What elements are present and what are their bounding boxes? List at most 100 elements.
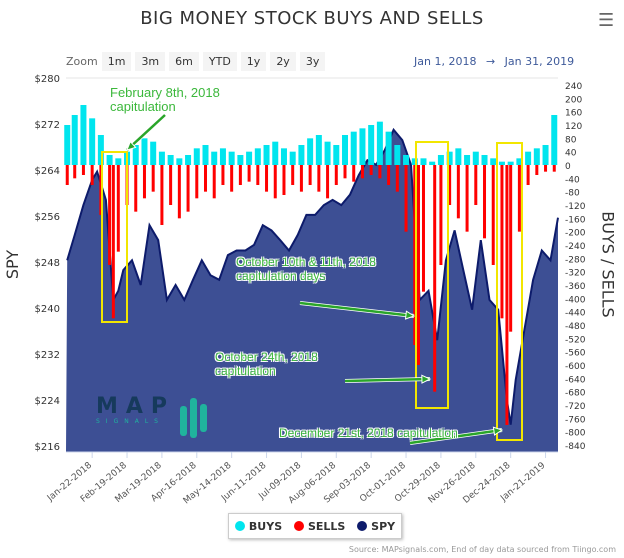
sell-bar (90, 165, 94, 185)
zoom-1m-button[interactable]: 1m (101, 52, 132, 71)
buy-bar (115, 158, 122, 165)
buy-bar (307, 138, 314, 165)
buy-bar (455, 148, 462, 165)
buy-bar (298, 145, 305, 165)
sell-bar (360, 165, 364, 179)
sell-bar (491, 165, 495, 265)
buy-bar (272, 141, 279, 165)
y-right-tick-label: -680 (565, 389, 586, 399)
hamburger-icon[interactable]: ☰ (598, 10, 615, 31)
buy-bar (385, 131, 392, 165)
sell-bar (73, 165, 77, 179)
y-right-tick-label: -40 (565, 175, 580, 185)
buy-bar (132, 145, 139, 165)
y-right-tick-label: -760 (565, 415, 586, 425)
buy-bar (464, 155, 471, 165)
y-right-tick-label: 240 (565, 82, 582, 92)
buy-bar (350, 131, 357, 165)
buy-bar (211, 151, 218, 165)
sell-bar (65, 165, 69, 185)
arrow-line (409, 428, 503, 445)
sell-bar (111, 165, 115, 319)
range-to[interactable]: Jan 31, 2019 (504, 55, 575, 68)
legend-item-buys[interactable]: BUYS (234, 520, 282, 533)
y-left-tick-label: $272 (35, 120, 60, 131)
buy-bar (237, 155, 244, 165)
sell-bar (108, 165, 112, 265)
buy-bar (342, 135, 349, 165)
buy-bar (141, 138, 148, 165)
spy-dot-icon (357, 521, 368, 531)
y-left-tick-label: $240 (35, 304, 60, 315)
sell-bar (81, 165, 85, 175)
buy-bar (368, 125, 375, 165)
chart-title: BIG MONEY STOCK BUYS AND SELLS (140, 8, 484, 29)
buy-bar (167, 155, 174, 165)
sell-bar (395, 165, 399, 192)
y-right-tick-label: -720 (565, 402, 586, 412)
buy-bar (324, 141, 331, 165)
legend-label: SPY (371, 519, 396, 533)
annotation-oct24: October 24th, 2018 capitulation (215, 350, 318, 378)
sell-bar (439, 165, 443, 265)
sell-bar (204, 165, 208, 192)
y-axis-right-title: BUYS / SELLS (598, 211, 618, 318)
sell-bar (404, 165, 408, 232)
sell-bar (247, 165, 251, 182)
buy-bar (376, 121, 383, 165)
sell-bar (299, 165, 303, 192)
buy-bar (446, 151, 453, 165)
sell-bar (416, 165, 420, 365)
buy-bar (228, 151, 235, 165)
arrow-line (299, 301, 415, 318)
y-right-tick-label: -200 (565, 229, 586, 239)
sell-bar (465, 165, 469, 232)
sell-bar (256, 165, 260, 185)
zoom-1y-button[interactable]: 1y (240, 52, 267, 71)
buy-bar (263, 145, 270, 165)
sell-bar (169, 165, 173, 205)
zoom-bar: Zoom 1m 3m 6m YTD 1y 2y 3y (66, 52, 326, 71)
y-right-tick-label: -480 (565, 322, 586, 332)
buys-dot-icon (234, 521, 245, 531)
sells-dot-icon (293, 521, 304, 531)
zoom-3m-button[interactable]: 3m (135, 52, 166, 71)
sell-bar (326, 165, 330, 199)
arrow-head-icon (404, 310, 416, 320)
legend-item-spy[interactable]: SPY (357, 520, 395, 533)
buy-bar (158, 151, 165, 165)
zoom-3y-button[interactable]: 3y (299, 52, 326, 71)
buy-bar (89, 118, 96, 165)
buy-bar (542, 145, 549, 165)
range-from[interactable]: Jan 1, 2018 (414, 55, 477, 68)
y-left-tick-label: $264 (35, 166, 60, 177)
buy-bar (359, 128, 366, 165)
y-right-tick-label: -240 (565, 242, 586, 252)
sell-bar (134, 165, 138, 212)
sell-bar (552, 165, 556, 172)
y-right-tick-label: -80 (565, 189, 580, 199)
y-right-tick-label: 80 (565, 135, 577, 145)
buy-bar (315, 135, 322, 165)
arrow-head-icon (492, 426, 504, 436)
y-right-tick-label: -440 (565, 309, 586, 319)
sell-bar (282, 165, 286, 195)
buy-bar (472, 151, 479, 165)
sell-bar (483, 165, 487, 239)
zoom-6m-button[interactable]: 6m (169, 52, 199, 71)
spy-line (66, 127, 559, 425)
date-range: Jan 1, 2018 → Jan 31, 2019 (414, 55, 574, 68)
y-right-tick-label: -120 (565, 202, 586, 212)
legend-item-sells[interactable]: SELLS (293, 520, 345, 533)
arrow-line (344, 377, 431, 383)
y-right-tick-label: -320 (565, 269, 586, 279)
zoom-ytd-button[interactable]: YTD (202, 52, 237, 71)
y-left-tick-label: $280 (35, 74, 60, 85)
zoom-2y-button[interactable]: 2y (270, 52, 296, 71)
legend: BUYS SELLS SPY (228, 513, 402, 539)
buy-bar (481, 155, 488, 165)
annotation-feb: February 8th, 2018 capitulation (110, 85, 220, 114)
y-axis-left-title: SPY (3, 249, 23, 280)
buy-bar (202, 145, 209, 165)
mapsignals-logo: MAP SIGNALS (96, 396, 216, 446)
